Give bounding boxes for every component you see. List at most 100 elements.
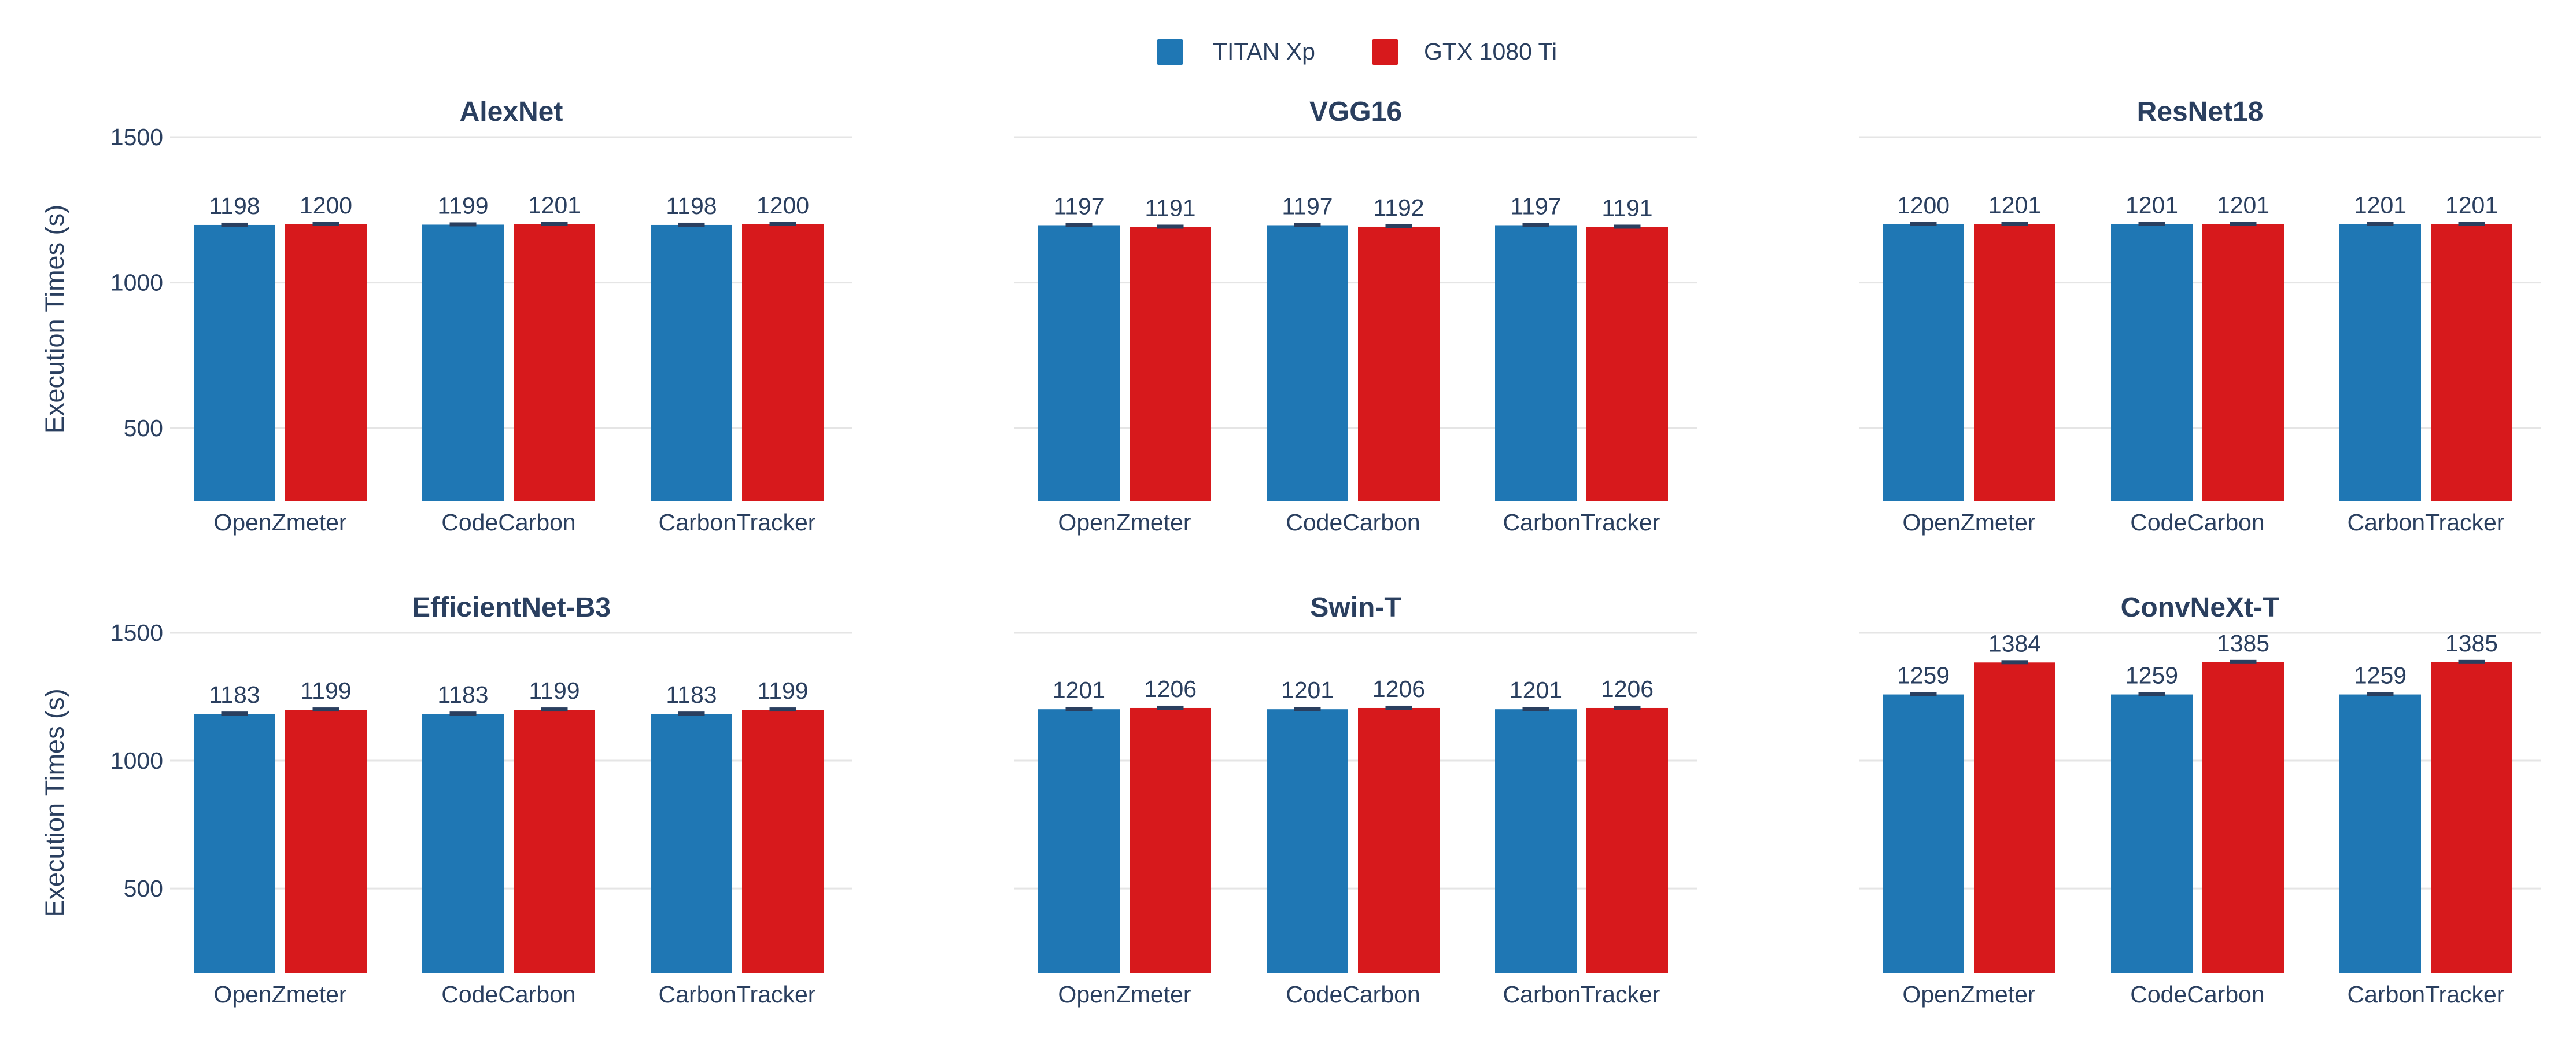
bar-CodeCarbon-TITAN-Xp: [2111, 694, 2193, 973]
panel-title: EfficientNet-B3: [412, 592, 611, 623]
x-tick-label: CodeCarbon: [2130, 981, 2265, 1008]
bar-CodeCarbon-TITAN-Xp: [1267, 709, 1348, 973]
error-bar: [1522, 707, 1549, 711]
data-label: 1201: [1053, 677, 1105, 703]
legend: TITAN Xp GTX 1080 Ti: [1157, 38, 1557, 65]
error-bar: [678, 222, 705, 227]
y-tick-label: 1500: [110, 619, 163, 646]
x-tick-label: CarbonTracker: [659, 981, 816, 1008]
bar-CarbonTracker-TITAN-Xp: [651, 714, 732, 973]
panel-0: 500 1000 1500 AlexNet Execution Times (s) 119…: [40, 97, 852, 536]
error-bar: [2230, 222, 2257, 226]
legend-label-0: TITAN Xp: [1213, 38, 1315, 65]
bar-CodeCarbon-TITAN-Xp: [1267, 225, 1348, 501]
y-tick-label: 1000: [110, 747, 163, 774]
bar-CarbonTracker-TITAN-Xp: [1495, 709, 1577, 973]
data-label: 1197: [1053, 193, 1104, 219]
data-label: 1201: [2445, 191, 2498, 218]
error-bar: [1065, 223, 1093, 227]
data-label: 1199: [757, 677, 808, 704]
data-label: 1183: [666, 681, 717, 708]
bar-CodeCarbon-GTX-1080-Ti: [1358, 707, 1440, 973]
error-bar: [541, 707, 568, 712]
bar-CarbonTracker-TITAN-Xp: [1495, 225, 1577, 501]
error-bar: [678, 711, 705, 716]
bar-CarbonTracker-TITAN-Xp: [2339, 224, 2421, 501]
bar-CodeCarbon-TITAN-Xp: [422, 714, 504, 973]
error-bar: [221, 222, 248, 227]
error-bar: [1294, 223, 1321, 227]
error-bar: [769, 707, 796, 712]
bar-OpenZmeter-TITAN-Xp: [1883, 694, 1964, 973]
panel-title: ConvNeXt-T: [2121, 592, 2280, 623]
error-bar: [2138, 692, 2165, 696]
data-label: 1206: [1372, 676, 1425, 702]
x-tick-label: CodeCarbon: [2130, 509, 2265, 536]
error-bar: [1065, 707, 1093, 711]
bar-CarbonTracker-GTX-1080-Ti: [1586, 707, 1668, 973]
data-label: 1206: [1601, 676, 1654, 702]
error-bar: [449, 222, 477, 227]
error-bar: [2138, 222, 2165, 226]
bar-CarbonTracker-GTX-1080-Ti: [1586, 227, 1668, 501]
bar-OpenZmeter-TITAN-Xp: [1038, 225, 1120, 501]
error-bar: [312, 222, 339, 226]
error-bar: [449, 711, 477, 716]
bar-CarbonTracker-TITAN-Xp: [651, 224, 732, 501]
error-bar: [541, 222, 568, 226]
chart-panels: 500 1000 1500 AlexNet Execution Times (s) 119…: [40, 97, 2541, 1008]
panel-2: ResNet18 1200 1201 OpenZmeter 1201 1201 CodeCa…: [1859, 97, 2541, 536]
bar-OpenZmeter-GTX-1080-Ti: [1130, 707, 1211, 973]
panel-4: Swin-T 1201 1206 OpenZmeter 1201 1206 CodeCarb…: [1014, 592, 1697, 1008]
bar-OpenZmeter-TITAN-Xp: [1883, 224, 1964, 501]
x-tick-label: CodeCarbon: [441, 981, 576, 1008]
data-label: 1201: [528, 191, 581, 218]
bar-CarbonTracker-GTX-1080-Ti: [742, 224, 824, 501]
bar-CodeCarbon-GTX-1080-Ti: [2202, 224, 2284, 501]
data-label: 1201: [2125, 191, 2178, 218]
data-label: 1201: [1510, 677, 1562, 703]
x-tick-label: CarbonTracker: [2348, 509, 2505, 536]
bar-CodeCarbon-GTX-1080-Ti: [514, 224, 595, 501]
error-bar: [2458, 659, 2485, 664]
x-tick-label: OpenZmeter: [1058, 509, 1191, 536]
x-tick-label: CarbonTracker: [2348, 981, 2505, 1008]
error-bar: [2458, 222, 2485, 226]
panel-3: 500 1000 1500 EfficientNet-B3 Execution Time…: [40, 592, 852, 1008]
bar-CarbonTracker-GTX-1080-Ti: [742, 710, 824, 973]
data-label: 1197: [1282, 193, 1333, 219]
data-label: 1198: [666, 193, 717, 219]
data-label: 1200: [756, 192, 809, 219]
error-bar: [1385, 224, 1412, 228]
bar-CodeCarbon-GTX-1080-Ti: [2202, 662, 2284, 973]
error-bar: [1522, 223, 1549, 227]
x-tick-label: CodeCarbon: [441, 509, 576, 536]
panel-5: ConvNeXt-T 1259 1384 OpenZmeter 1259 1385 Code…: [1859, 592, 2541, 1008]
panel-title: AlexNet: [460, 97, 563, 127]
data-label: 1199: [437, 192, 488, 219]
error-bar: [1910, 222, 1937, 226]
x-tick-label: OpenZmeter: [213, 509, 346, 536]
bar-CarbonTracker-GTX-1080-Ti: [2431, 662, 2512, 973]
data-label: 1198: [209, 193, 260, 219]
error-bar: [312, 707, 339, 712]
bar-OpenZmeter-GTX-1080-Ti: [1974, 662, 2055, 973]
y-tick-label: 500: [124, 875, 163, 902]
legend-swatch-1: [1372, 39, 1398, 65]
bar-OpenZmeter-TITAN-Xp: [194, 224, 275, 501]
data-label: 1200: [300, 192, 352, 219]
x-tick-label: OpenZmeter: [213, 981, 346, 1008]
error-bar: [1385, 705, 1412, 710]
legend-swatch-0: [1157, 39, 1183, 65]
data-label: 1191: [1601, 194, 1652, 221]
bar-CodeCarbon-TITAN-Xp: [2111, 224, 2193, 501]
panel-1: VGG16 1197 1191 OpenZmeter 1197 1192 CodeCarbo…: [1014, 97, 1697, 536]
data-label: 1197: [1510, 193, 1561, 219]
data-label: 1192: [1373, 194, 1424, 221]
data-label: 1206: [1144, 676, 1197, 702]
data-label: 1201: [2217, 191, 2269, 218]
bar-OpenZmeter-GTX-1080-Ti: [1130, 227, 1211, 501]
bar-CodeCarbon-TITAN-Xp: [422, 224, 504, 501]
panel-title: VGG16: [1309, 97, 1402, 127]
